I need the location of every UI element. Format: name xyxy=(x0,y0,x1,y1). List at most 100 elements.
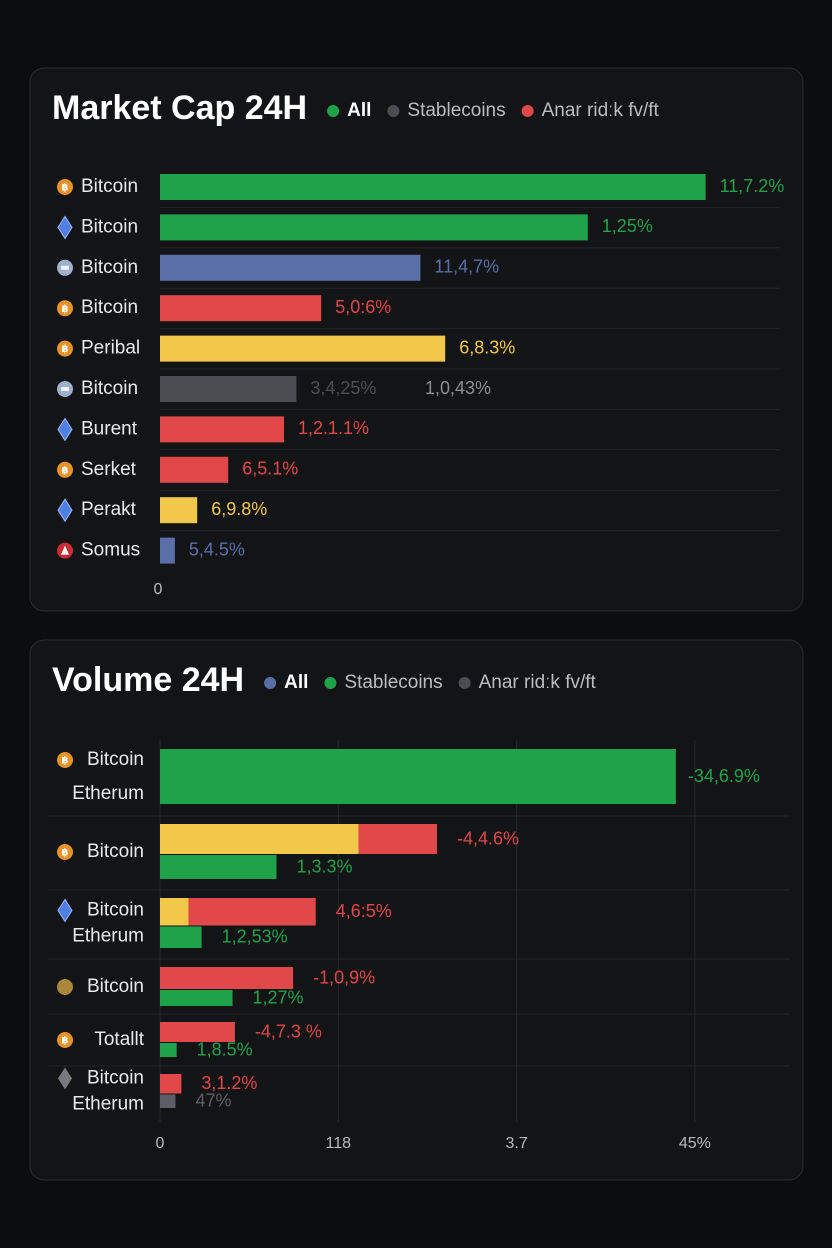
x-tick-label: 0 xyxy=(154,581,163,598)
chart-title: Market Cap 24H xyxy=(52,89,307,127)
category-label: Bitcoin xyxy=(81,176,138,197)
value-label: 3,1.2% xyxy=(201,1073,257,1093)
coin-glyph: ฿ xyxy=(62,756,69,767)
bar xyxy=(160,1094,176,1108)
legend-label: All xyxy=(284,672,308,693)
legend-swatch xyxy=(264,677,277,689)
legend-label: All xyxy=(347,100,371,121)
bar xyxy=(160,926,202,948)
coin-glyph: ฿ xyxy=(62,465,69,476)
legend-swatch xyxy=(458,677,471,689)
bar xyxy=(160,1074,182,1094)
coin-glyph xyxy=(61,265,69,270)
coin-icon xyxy=(57,844,73,860)
coin-icon xyxy=(57,1032,73,1048)
coin-icon xyxy=(57,979,73,995)
coin-glyph: ฿ xyxy=(62,344,69,355)
legend-swatch xyxy=(327,105,340,117)
coin-icon xyxy=(57,215,73,240)
value-label: -4,4.6% xyxy=(457,828,519,848)
category-label: Etherum xyxy=(72,1094,144,1115)
x-tick-label: 0 xyxy=(156,1135,165,1152)
bar xyxy=(160,537,175,564)
coin-icon xyxy=(57,179,73,195)
coin-glyph: ฿ xyxy=(62,304,69,315)
bar xyxy=(160,824,359,854)
value-label: 5,4.5% xyxy=(189,539,245,559)
category-label: Etherum xyxy=(72,783,144,804)
coin-icon xyxy=(57,417,73,442)
category-label: Bitcoin xyxy=(81,257,138,278)
coin-icon xyxy=(58,1067,72,1090)
category-label: Bitcoin xyxy=(87,900,144,921)
x-tick-label: 3.7 xyxy=(505,1135,527,1152)
coin-icon xyxy=(57,898,73,923)
legend-label: Anar ridːk fv/ft xyxy=(542,100,660,121)
coin-icon xyxy=(57,340,73,357)
value-label: 3,4,25% xyxy=(310,378,376,398)
coin-glyph xyxy=(61,545,69,555)
value-label: 1,25% xyxy=(602,216,653,236)
legend-swatch xyxy=(387,105,400,117)
bar xyxy=(160,174,706,200)
category-label: Peribal xyxy=(81,338,140,359)
category-label: Etherum xyxy=(72,926,144,947)
value-label: 1,2,53% xyxy=(222,927,288,947)
category-label: Bitcoin xyxy=(81,297,138,318)
category-label: Bitcoin xyxy=(81,378,138,399)
bar xyxy=(160,855,277,879)
bar xyxy=(160,497,198,524)
panel xyxy=(29,639,804,1181)
category-label: Bitcoin xyxy=(81,216,138,237)
category-label: Somus xyxy=(81,540,140,561)
coin-icon xyxy=(57,498,73,523)
value-label: 1,3.3% xyxy=(296,856,352,876)
category-label: Bitcoin xyxy=(87,749,144,770)
coin-icon xyxy=(57,461,73,478)
value-label: 11,7.2% xyxy=(720,176,785,196)
value-label: -4,7.3 % xyxy=(255,1021,322,1041)
value-label: 1,8.5% xyxy=(197,1039,253,1059)
bar xyxy=(160,214,588,241)
legend-label: Stablecoins xyxy=(407,100,505,121)
value-label: 6,5.1% xyxy=(242,459,298,479)
coin-icon xyxy=(57,752,73,768)
coin-glyph: ฿ xyxy=(62,1036,69,1047)
value-label: 6,8.3% xyxy=(459,337,515,357)
coin-glyph xyxy=(61,387,69,391)
category-label: Perakt xyxy=(81,499,137,520)
bar xyxy=(160,295,322,322)
category-label: Bitcoin xyxy=(87,1068,144,1089)
coin-glyph: ฿ xyxy=(62,848,69,859)
bar xyxy=(160,456,229,483)
bar xyxy=(160,376,297,402)
bar xyxy=(160,335,446,362)
category-label: Bitcoin xyxy=(87,841,144,862)
value-label: 47% xyxy=(195,1091,231,1111)
legend-swatch xyxy=(324,677,337,689)
bar xyxy=(160,967,294,989)
coin-glyph: ฿ xyxy=(62,183,69,194)
bar xyxy=(160,990,233,1006)
legend-swatch xyxy=(521,105,534,117)
value-label: -34,6.9% xyxy=(688,766,760,786)
x-tick-label: 118 xyxy=(326,1135,352,1152)
value-label: 1,27% xyxy=(253,987,304,1007)
value-label: 6,9.8% xyxy=(211,499,267,519)
category-label: Totallt xyxy=(94,1029,144,1050)
category-label: Burent xyxy=(81,418,138,439)
annotation: 1,0,43% xyxy=(425,378,491,398)
value-label: 1,2.1.1% xyxy=(298,418,369,438)
legend-label: Stablecoins xyxy=(344,672,442,693)
bar xyxy=(160,898,189,926)
bar xyxy=(358,824,437,854)
bar xyxy=(160,416,284,443)
value-label: 4,6:5% xyxy=(336,901,392,921)
value-label: 5,0:6% xyxy=(335,297,391,317)
legend-label: Anar ridːk fv/ft xyxy=(479,672,597,693)
value-label: -1,0,9% xyxy=(313,967,375,987)
chart-title: Volume 24H xyxy=(52,661,244,699)
bar xyxy=(160,749,676,804)
value-label: 11,4,7% xyxy=(434,257,499,277)
